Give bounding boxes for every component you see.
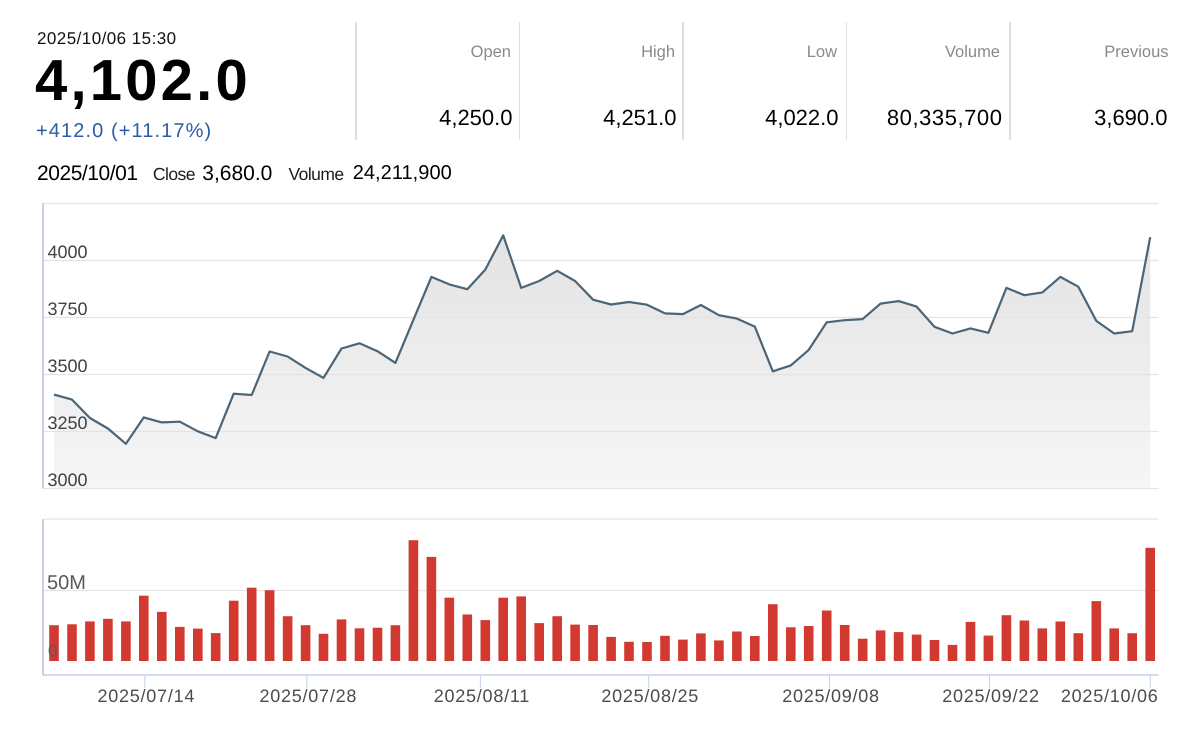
svg-text:2025/10/06: 2025/10/06	[1061, 686, 1159, 706]
svg-text:0: 0	[48, 642, 57, 661]
svg-text:2025/07/14: 2025/07/14	[98, 686, 196, 706]
svg-text:2025/09/22: 2025/09/22	[942, 686, 1040, 706]
svg-text:2025/09/08: 2025/09/08	[782, 686, 880, 706]
svg-text:3500: 3500	[48, 356, 88, 376]
svg-text:2025/07/28: 2025/07/28	[260, 686, 358, 706]
svg-text:3250: 3250	[48, 413, 88, 433]
svg-text:2025/08/11: 2025/08/11	[434, 686, 530, 706]
svg-text:2025/08/25: 2025/08/25	[601, 686, 699, 706]
svg-text:3750: 3750	[48, 299, 88, 319]
svg-text:50M: 50M	[47, 572, 86, 594]
svg-text:3000: 3000	[48, 470, 88, 490]
svg-text:4000: 4000	[48, 242, 88, 262]
